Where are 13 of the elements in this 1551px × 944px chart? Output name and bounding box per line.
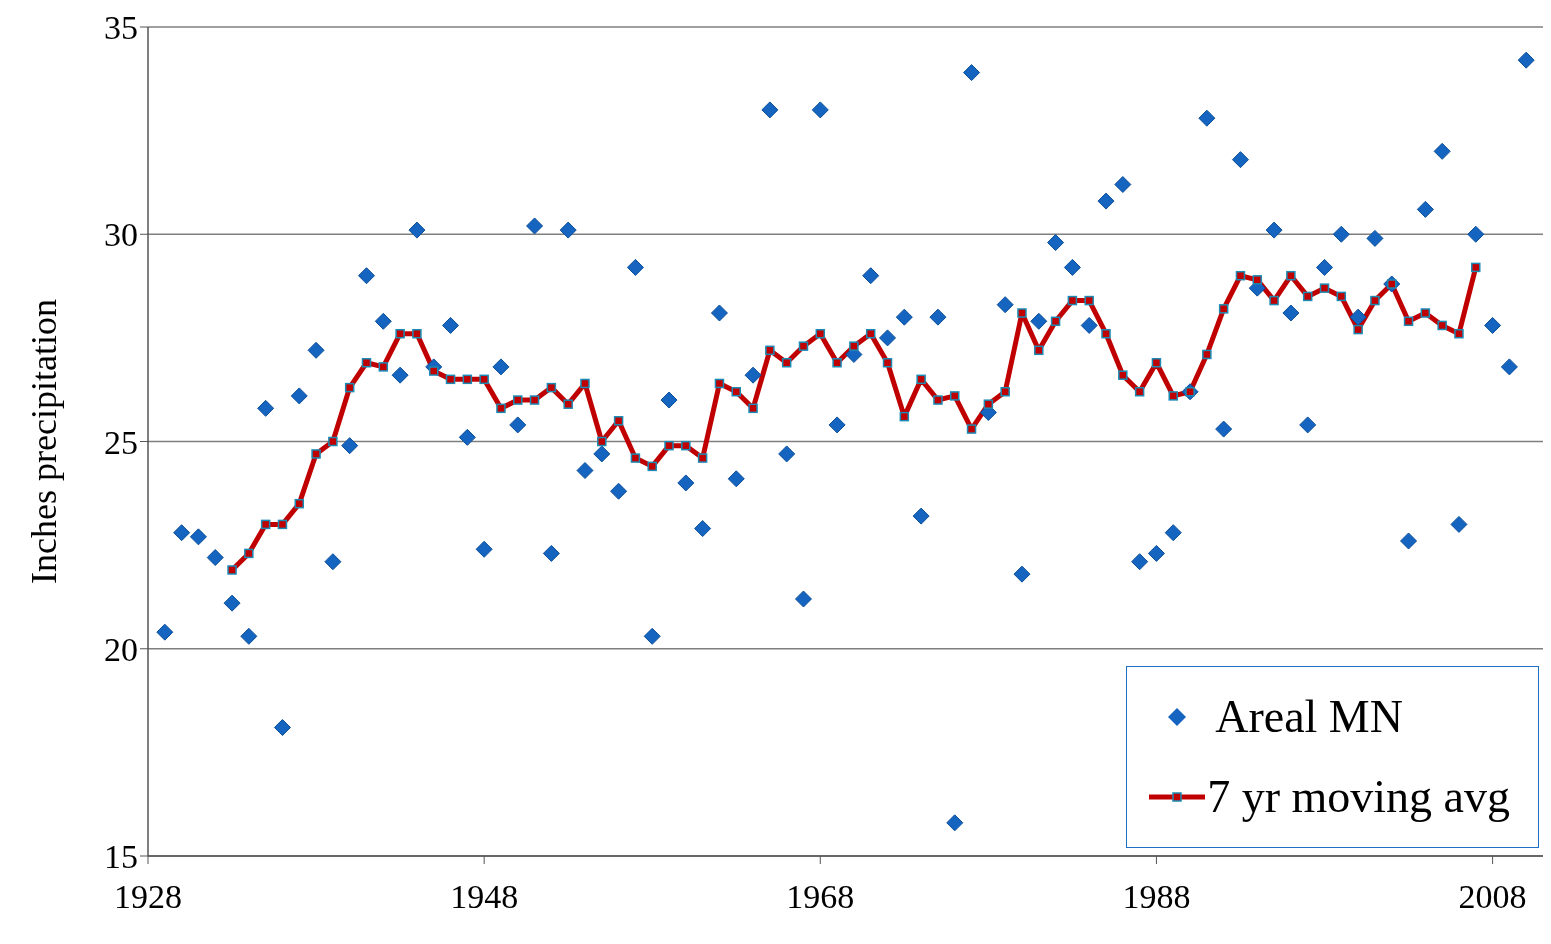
y-tick-label: 30 (104, 216, 138, 254)
legend-label: Areal MN (1215, 690, 1403, 744)
x-tick-label: 2008 (1458, 878, 1527, 916)
x-tick-label: 1988 (1122, 878, 1191, 916)
y-axis-title: Inches precipitation (23, 299, 64, 584)
x-tick-label: 1948 (450, 878, 519, 916)
x-tick-label: 1968 (786, 878, 855, 916)
x-tick-label: 1928 (114, 878, 182, 916)
y-tick-label: 25 (104, 423, 138, 461)
y-tick-label: 15 (104, 838, 138, 876)
legend-label: 7 yr moving avg (1207, 770, 1510, 824)
y-tick-label: 20 (104, 630, 138, 668)
y-tick-label: 35 (104, 9, 138, 47)
